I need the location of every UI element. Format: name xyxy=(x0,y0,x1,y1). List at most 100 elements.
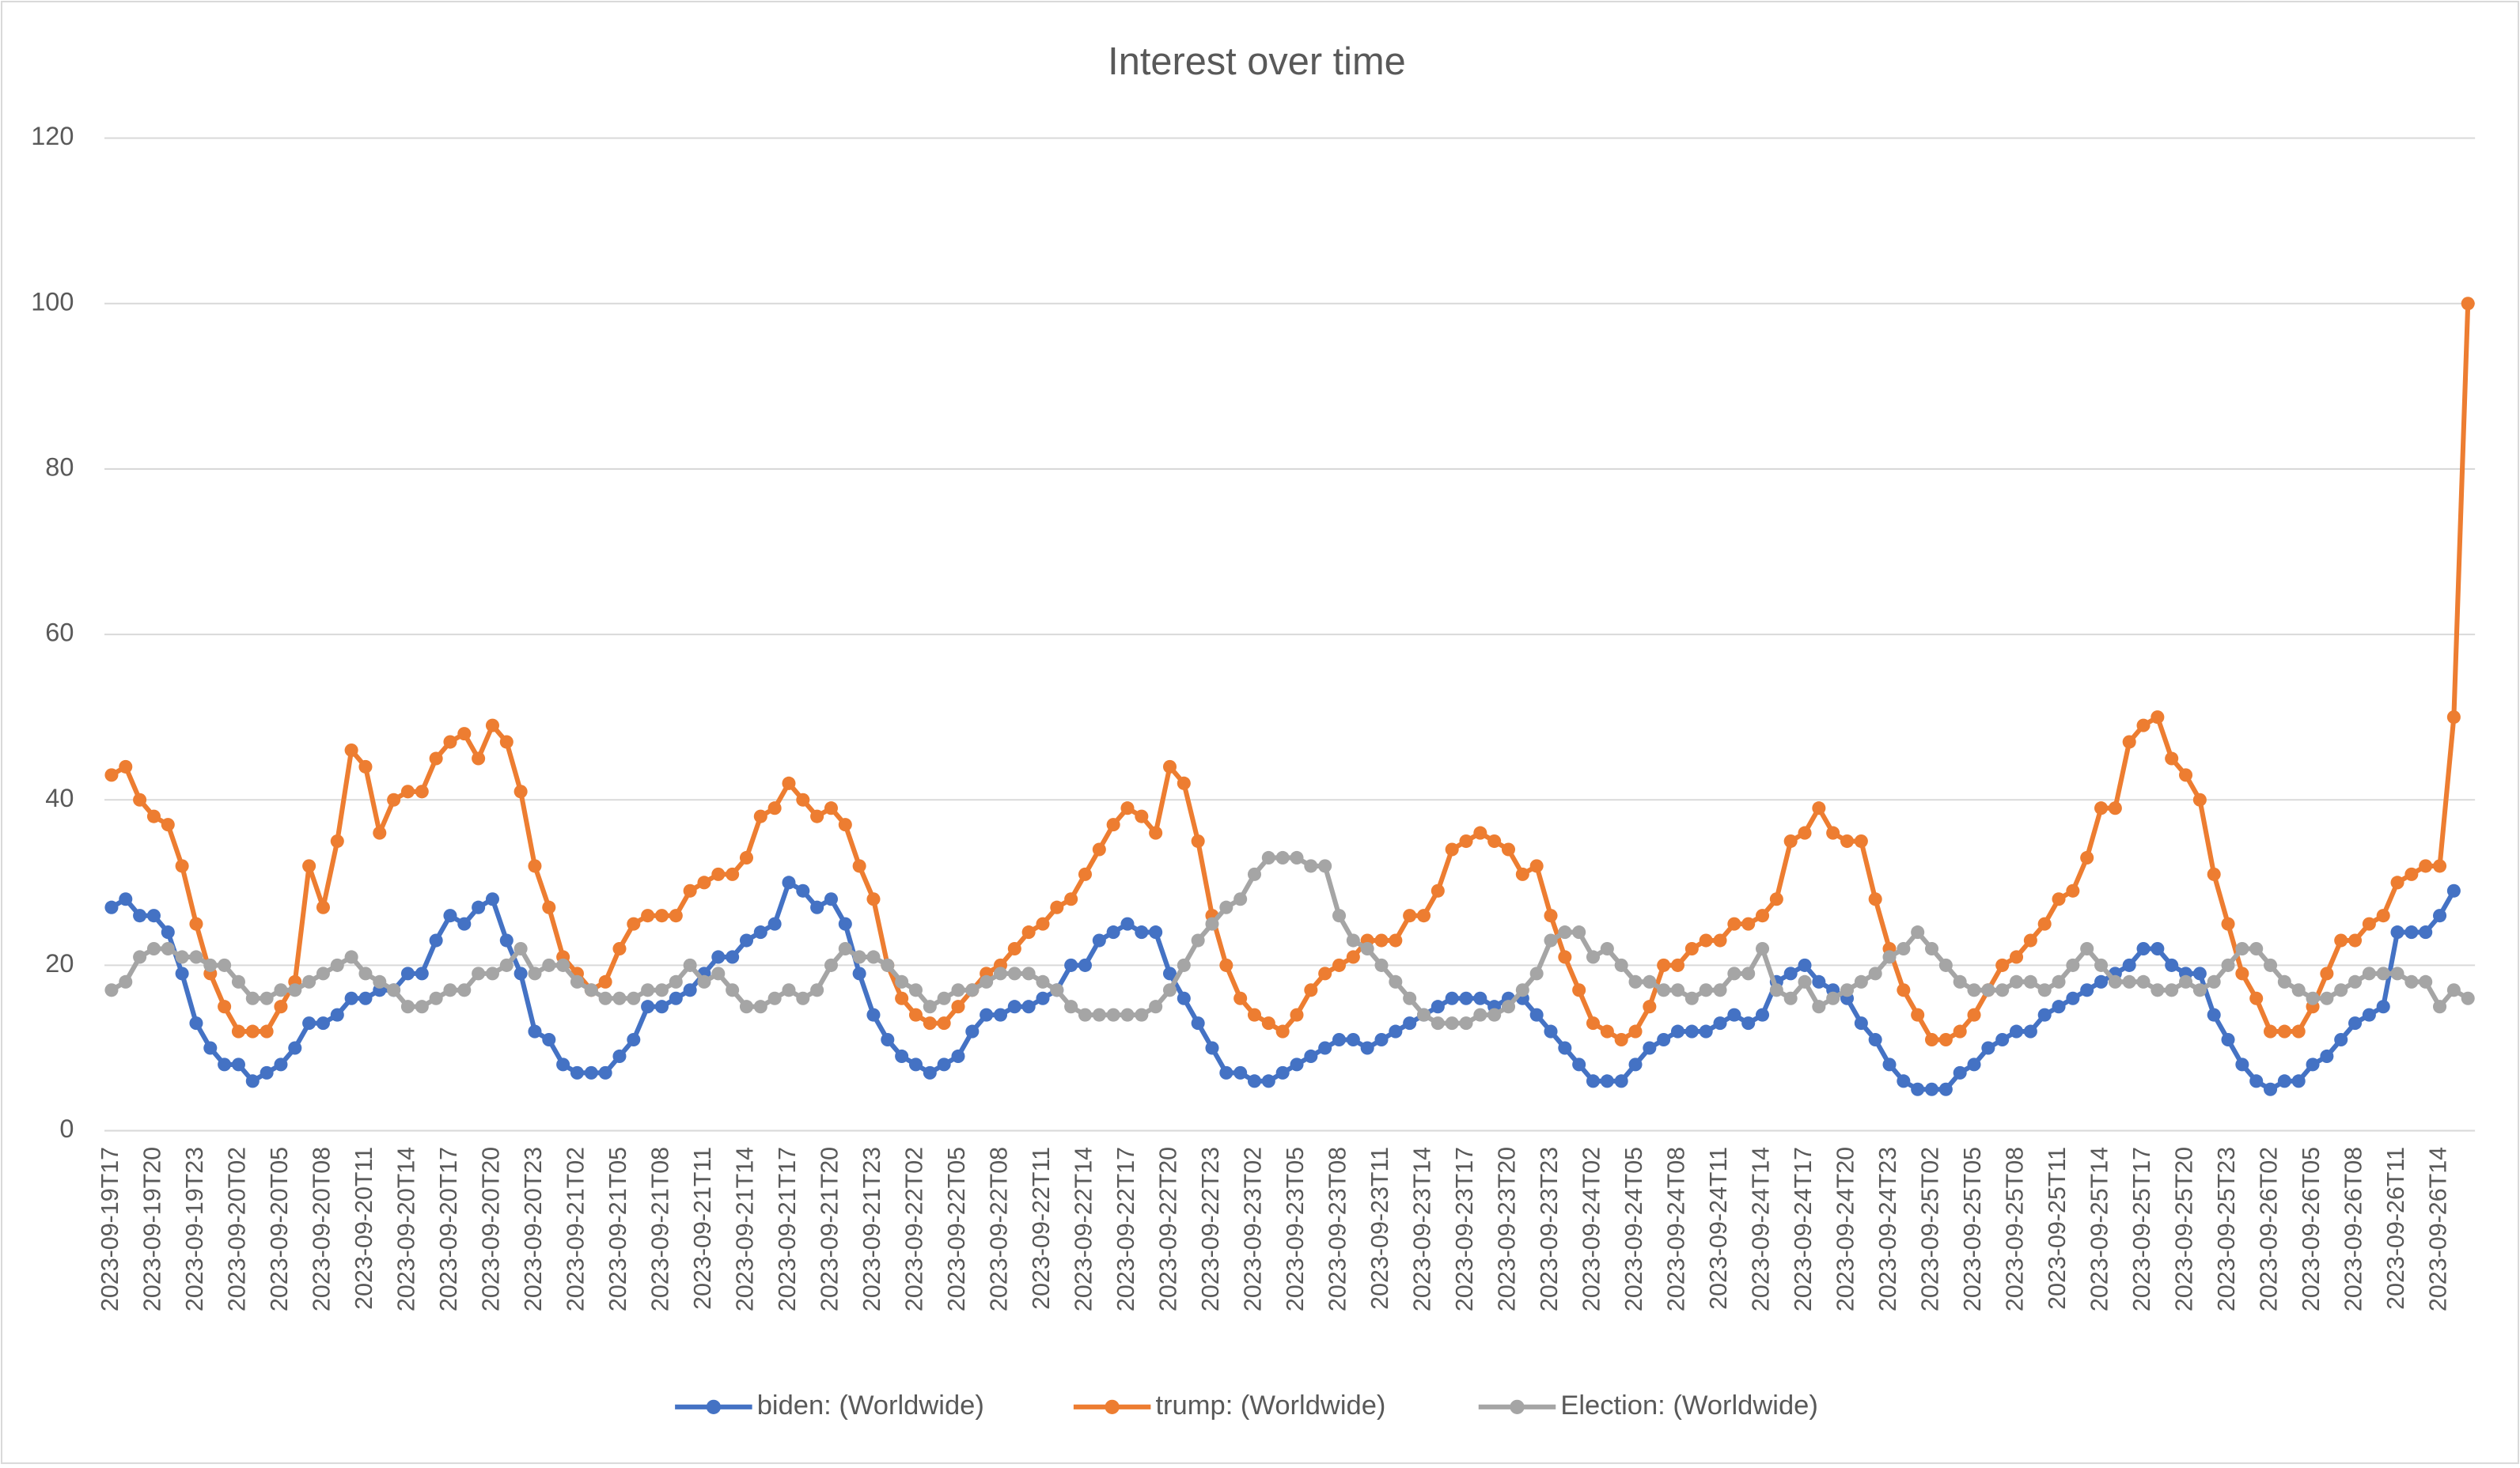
point-marker xyxy=(796,883,810,898)
point-marker xyxy=(2404,867,2419,881)
point-marker xyxy=(1078,958,1093,972)
point-marker xyxy=(2207,974,2221,989)
point-marker xyxy=(146,809,161,823)
point-marker xyxy=(1643,1041,1657,1055)
point-marker xyxy=(895,991,909,1005)
point-marker xyxy=(2151,941,2165,956)
point-marker xyxy=(245,1024,260,1039)
point-marker xyxy=(288,1041,302,1055)
x-tick-label: 2023-09-20T23 xyxy=(520,1147,547,1311)
point-marker xyxy=(260,1024,274,1039)
x-tick-label: 2023-09-26T02 xyxy=(2256,1147,2283,1311)
point-marker xyxy=(387,983,401,997)
point-marker xyxy=(2277,1024,2291,1039)
point-marker xyxy=(1092,1008,1106,1022)
point-marker xyxy=(1897,983,1911,997)
x-tick-label: 2023-09-20T08 xyxy=(309,1147,335,1311)
point-marker xyxy=(1106,925,1120,940)
point-marker xyxy=(980,974,994,989)
point-marker xyxy=(260,991,274,1005)
point-marker xyxy=(528,859,542,873)
legend-marker xyxy=(706,1399,722,1414)
point-marker xyxy=(1558,925,1572,940)
x-tick-label: 2023-09-25T14 xyxy=(2086,1147,2113,1311)
point-marker xyxy=(1586,1016,1601,1031)
point-marker xyxy=(1713,1016,1727,1031)
x-tick-label: 2023-09-19T23 xyxy=(181,1147,208,1311)
point-marker xyxy=(2122,974,2136,989)
point-marker xyxy=(598,974,612,989)
point-marker xyxy=(1657,983,1671,997)
y-tick-label: 40 xyxy=(45,784,74,812)
point-marker xyxy=(1346,933,1360,948)
point-marker xyxy=(2446,883,2461,898)
legend-label: Election: (Worldwide) xyxy=(1560,1390,1818,1421)
x-tick-label: 2023-09-25T23 xyxy=(2213,1147,2240,1311)
point-marker xyxy=(2151,983,2165,997)
point-marker xyxy=(1007,941,1021,956)
point-marker xyxy=(753,925,767,940)
point-marker xyxy=(1064,958,1078,972)
point-marker xyxy=(556,1057,570,1072)
point-marker xyxy=(2235,1057,2249,1072)
point-marker xyxy=(895,974,909,989)
point-marker xyxy=(2165,983,2179,997)
point-marker xyxy=(1135,1008,1149,1022)
legend-marker xyxy=(1510,1399,1525,1414)
point-marker xyxy=(1431,1000,1445,1014)
point-marker xyxy=(2419,974,2433,989)
point-marker xyxy=(133,909,147,923)
point-marker xyxy=(1995,1033,2010,1047)
point-marker xyxy=(570,974,584,989)
point-marker xyxy=(1529,1008,1544,1022)
point-marker xyxy=(1783,967,1798,981)
point-marker xyxy=(923,1065,937,1080)
point-marker xyxy=(739,850,754,865)
point-marker xyxy=(2066,883,2080,898)
point-marker xyxy=(711,950,726,964)
point-marker xyxy=(2433,859,2447,873)
point-marker xyxy=(429,991,443,1005)
point-marker xyxy=(2122,735,2136,749)
point-marker xyxy=(1149,925,1163,940)
point-marker xyxy=(2348,1016,2363,1031)
point-marker xyxy=(669,974,683,989)
point-marker xyxy=(1882,1057,1897,1072)
point-marker xyxy=(782,776,796,790)
point-marker xyxy=(1374,958,1389,972)
x-tick-label: 2023-09-21T23 xyxy=(858,1147,885,1311)
point-marker xyxy=(218,958,232,972)
point-marker xyxy=(1544,1024,1558,1039)
point-marker xyxy=(457,917,472,931)
point-marker xyxy=(2037,1008,2052,1022)
point-marker xyxy=(189,1016,203,1031)
point-marker xyxy=(175,950,189,964)
x-tick-label: 2023-09-20T11 xyxy=(351,1147,377,1310)
point-marker xyxy=(415,785,429,799)
point-marker xyxy=(980,1008,994,1022)
point-marker xyxy=(1529,967,1544,981)
point-marker xyxy=(767,801,782,815)
point-marker xyxy=(2009,974,2024,989)
point-marker xyxy=(1332,1033,1347,1047)
point-marker xyxy=(1854,1016,1868,1031)
point-marker xyxy=(584,1065,598,1080)
point-marker xyxy=(1219,958,1233,972)
point-marker xyxy=(245,1074,260,1088)
point-marker xyxy=(1657,958,1671,972)
point-marker xyxy=(1643,1000,1657,1014)
x-tick-label: 2023-09-23T17 xyxy=(1451,1147,1478,1311)
point-marker xyxy=(274,1057,288,1072)
point-marker xyxy=(1938,1033,1953,1047)
point-marker xyxy=(612,941,627,956)
point-marker xyxy=(274,1000,288,1014)
point-marker xyxy=(1275,850,1290,865)
point-marker xyxy=(1755,941,1770,956)
point-marker xyxy=(627,917,641,931)
point-marker xyxy=(838,818,852,832)
point-marker xyxy=(866,1008,881,1022)
point-marker xyxy=(753,1000,767,1014)
point-marker xyxy=(1233,1065,1248,1080)
point-marker xyxy=(654,983,669,997)
point-marker xyxy=(1727,967,1741,981)
